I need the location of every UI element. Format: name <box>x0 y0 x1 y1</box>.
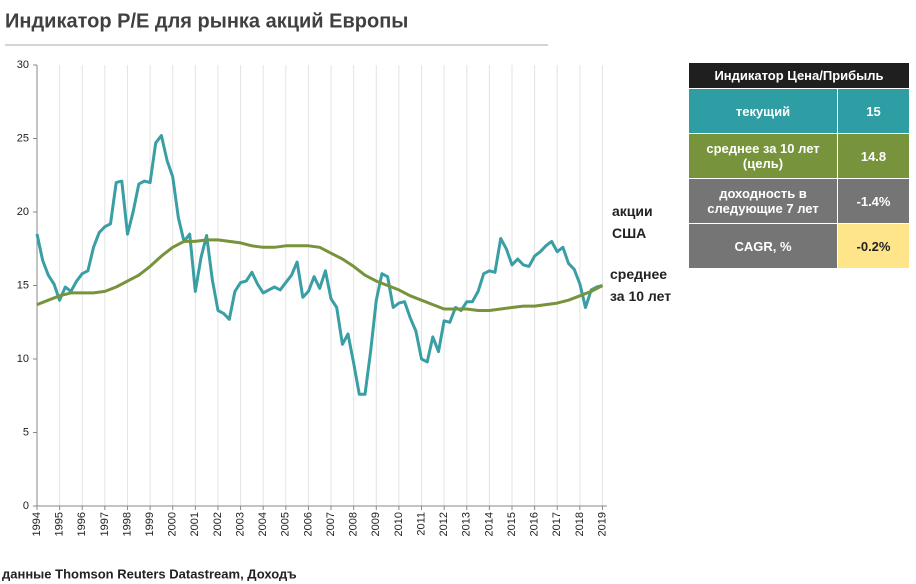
x-tick-label: 2017 <box>551 512 563 536</box>
series-line <box>36 238 604 312</box>
y-tick-label: 0 <box>23 500 29 512</box>
series-line <box>35 134 603 396</box>
x-tick-label: 2006 <box>302 512 314 536</box>
row-label: доходность в следующие 7 лет <box>688 178 838 224</box>
table-header: Индикатор Цена/Прибыль <box>688 62 910 89</box>
row-value: -1.4% <box>837 178 910 224</box>
x-tick-label: 2003 <box>234 512 246 536</box>
y-tick-label: 5 <box>23 426 29 438</box>
x-tick-label: 1994 <box>31 512 43 536</box>
row-value: 15 <box>837 88 910 134</box>
x-tick-label: 2014 <box>483 512 495 536</box>
x-tick-label: 2001 <box>189 512 201 536</box>
pe-table: Индикатор Цена/Прибыль текущий 15 среднее… <box>688 62 910 269</box>
row-label: среднее за 10 лет (цель) <box>688 133 838 179</box>
series-label: среднее за 10 лет <box>610 266 671 304</box>
series-label: акции США <box>612 203 653 241</box>
x-tick-label: 2013 <box>461 512 473 536</box>
y-tick-label: 15 <box>17 279 29 291</box>
x-tick-label: 2002 <box>212 512 224 536</box>
x-tick-label: 2015 <box>506 512 518 536</box>
row-label: текущий <box>688 88 838 134</box>
x-tick-label: 2018 <box>574 512 586 536</box>
x-tick-label: 2011 <box>415 512 427 536</box>
y-tick-label: 20 <box>17 206 29 218</box>
x-tick-label: 2012 <box>438 512 450 536</box>
x-tick-label: 2019 <box>596 512 608 536</box>
x-tick-label: 2009 <box>370 512 382 536</box>
x-tick-label: 1999 <box>144 512 156 536</box>
x-tick-label: 2007 <box>325 512 337 536</box>
row-label: CAGR, % <box>688 223 838 269</box>
x-tick-label: 1997 <box>99 512 111 536</box>
x-tick-label: 2004 <box>257 512 269 536</box>
y-tick-label: 30 <box>17 59 29 71</box>
x-tick-label: 2000 <box>167 512 179 536</box>
row-value: 14.8 <box>837 133 910 179</box>
chart-title: Индикатор P/E для рынка акций Европы <box>5 10 408 32</box>
x-tick-label: 2010 <box>393 512 405 536</box>
x-tick-label: 1996 <box>76 512 88 536</box>
y-tick-label: 25 <box>17 132 29 144</box>
x-tick-label: 2016 <box>529 512 541 536</box>
row-value: -0.2% <box>837 223 910 269</box>
x-tick-label: 1995 <box>54 512 66 536</box>
x-tick-label: 2005 <box>280 512 292 536</box>
x-tick-label: 2008 <box>348 512 360 536</box>
source-note: данные Thomson Reuters Datastream, Доход… <box>2 566 297 581</box>
y-tick-label: 10 <box>17 353 29 365</box>
x-tick-label: 1998 <box>121 512 133 536</box>
